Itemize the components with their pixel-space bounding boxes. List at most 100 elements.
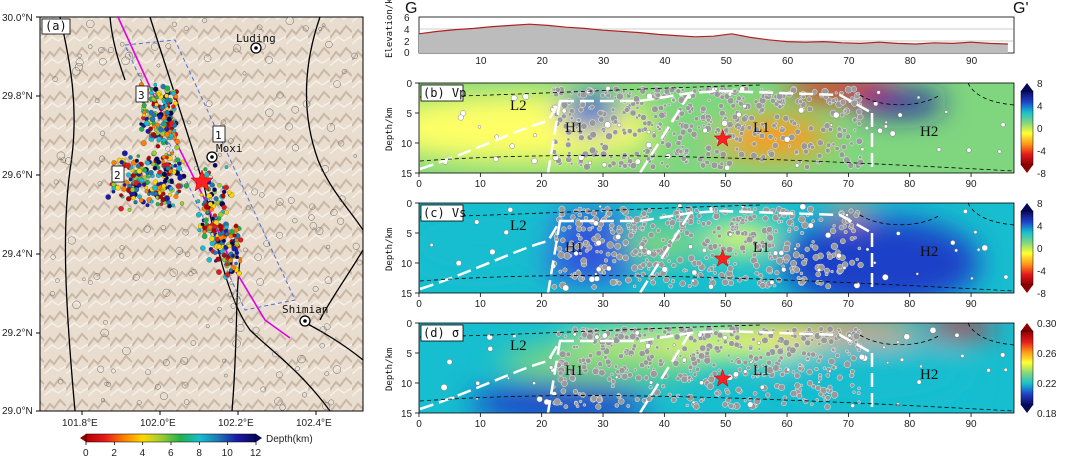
region-label-l2: L2	[510, 218, 527, 234]
elevation-xtick-label: 80	[905, 56, 917, 67]
depth-tick-label: 15	[401, 169, 413, 180]
depth-tick-label: 12	[250, 448, 262, 459]
depth-tick-label: 0	[407, 199, 413, 210]
profile-start-label: G	[405, 0, 417, 17]
svg-text:2: 2	[114, 169, 121, 182]
depth-tick-label: 0	[407, 79, 413, 90]
elevation-xtick-label: 20	[537, 56, 549, 67]
distance-tick-label: 10	[475, 299, 487, 310]
cluster-label-3: 3	[135, 85, 149, 103]
distance-tick-label: 50	[720, 179, 732, 190]
svg-text:29.4°N: 29.4°N	[2, 249, 33, 260]
colorbar-tick-label: 0	[1037, 124, 1043, 135]
distance-tick-label: 70	[843, 179, 855, 190]
distance-tick-label: 40	[659, 419, 671, 430]
elevation-yticks: 6 4 2 0	[404, 13, 410, 59]
town-name: Moxi	[216, 142, 243, 155]
distance-tick-label: 30	[597, 419, 609, 430]
colorbar-tick-label: -8	[1037, 289, 1046, 300]
colorbar-tick-label: -4	[1037, 147, 1046, 158]
distance-tick-label: 0	[416, 299, 422, 310]
cluster-label-1: 1	[212, 125, 226, 143]
hypocenter-star	[713, 249, 732, 267]
section-panel-label: (d) σ	[423, 326, 459, 340]
section-panel-label: (b) Vp	[423, 86, 466, 100]
distance-tick-label: 40	[659, 179, 671, 190]
colorbar-tick-label: 8	[1037, 199, 1043, 210]
depth-tick-label: 10	[401, 139, 413, 150]
region-label-h2: H2	[920, 244, 938, 260]
depth-tick-label: 0	[407, 319, 413, 330]
svg-text:102.0°E: 102.0°E	[140, 418, 176, 429]
depth-ylabel: Depth/km	[385, 108, 395, 151]
depth-tick-label: 10	[401, 379, 413, 390]
svg-text:1: 1	[215, 129, 222, 142]
depth-ylabel: Depth/km	[385, 228, 395, 271]
colorbar-tick-label: 0.18	[1037, 409, 1057, 420]
depth-ylabel: Depth/km	[385, 348, 395, 391]
distance-tick-label: 70	[843, 299, 855, 310]
elevation-xtick-label: 60	[782, 56, 794, 67]
map-panel-label: (a)	[45, 19, 67, 33]
region-label-l1: L1	[753, 363, 770, 379]
distance-tick-label: 90	[965, 419, 977, 430]
earthquake-dots	[49, 17, 363, 411]
depth-tick-label: 0	[83, 448, 89, 459]
hypocenter-star	[713, 369, 732, 387]
svg-text:102.4°E: 102.4°E	[296, 418, 332, 429]
distance-tick-label: 50	[720, 299, 732, 310]
depth-tick-label: 15	[401, 289, 413, 300]
region-label-l2: L2	[510, 338, 527, 354]
profile-end-label: G'	[1013, 0, 1029, 17]
elevation-line	[418, 23, 1008, 45]
distance-tick-label: 10	[475, 419, 487, 430]
depth-colorbar-label: Depth(km)	[266, 434, 313, 445]
distance-tick-label: 10	[475, 179, 487, 190]
colorbar-vs: 8 4 0 -4 -8	[1020, 199, 1046, 300]
svg-text:102.2°E: 102.2°E	[218, 418, 254, 429]
depth-tick-label: 5	[407, 349, 413, 360]
region-label-l1: L1	[753, 120, 770, 136]
elevation-xticks: 10 20 30 40 50 60 70 80 90	[475, 56, 977, 67]
colorbar-tick-label: -4	[1037, 267, 1046, 278]
depth-tick-label: 15	[401, 409, 413, 420]
depth-colorbar: 0 2 4 6 8 10 12 Depth(km)	[80, 433, 313, 459]
elevation-xtick-label: 70	[843, 56, 855, 67]
distance-tick-label: 90	[965, 179, 977, 190]
region-label-h2: H2	[920, 124, 938, 140]
colorbar-tick-label: 0.26	[1037, 349, 1057, 360]
svg-text:3: 3	[138, 89, 145, 102]
distance-tick-label: 70	[843, 419, 855, 430]
region-label-h1: H1	[565, 240, 583, 256]
svg-text:29.0°N: 29.0°N	[2, 406, 33, 417]
map-panel: (a) Luding Moxi Shimian 1 2 3	[2, 13, 364, 459]
svg-text:4: 4	[404, 25, 410, 36]
section-panel-label: (c) Vs	[423, 206, 466, 220]
distance-tick-label: 40	[659, 299, 671, 310]
town-name: Shimian	[282, 303, 328, 316]
colorbar-tick-label: 0.30	[1037, 319, 1057, 330]
lon-tick-labels: 101.8°E 102.0°E 102.2°E 102.4°E	[62, 418, 332, 429]
depth-tick-label: 5	[407, 229, 413, 240]
colorbar-tick-label: 0.22	[1037, 379, 1057, 390]
svg-text:2: 2	[404, 37, 410, 48]
region-label-l1: L1	[753, 240, 770, 256]
distance-tick-label: 50	[720, 419, 732, 430]
elevation-xtick-label: 50	[721, 56, 733, 67]
colorbar-tick-label: 4	[1037, 102, 1043, 113]
depth-tick-label: 6	[168, 448, 174, 459]
region-label-h1: H1	[565, 363, 583, 379]
colorbar-sigma: 0.30 0.26 0.22 0.18	[1020, 319, 1057, 420]
elevation-xtick-label: 40	[659, 56, 671, 67]
town-luding: Luding	[236, 32, 276, 54]
depth-tick-label: 8	[196, 448, 202, 459]
hypocenter-star	[713, 129, 732, 147]
distance-tick-label: 20	[536, 419, 548, 430]
colorbar-tick-label: 8	[1037, 79, 1043, 90]
colorbar-vp: 8 4 0 -4 -8	[1020, 79, 1046, 180]
distance-tick-label: 20	[536, 179, 548, 190]
elevation-xtick-label: 10	[475, 56, 487, 67]
